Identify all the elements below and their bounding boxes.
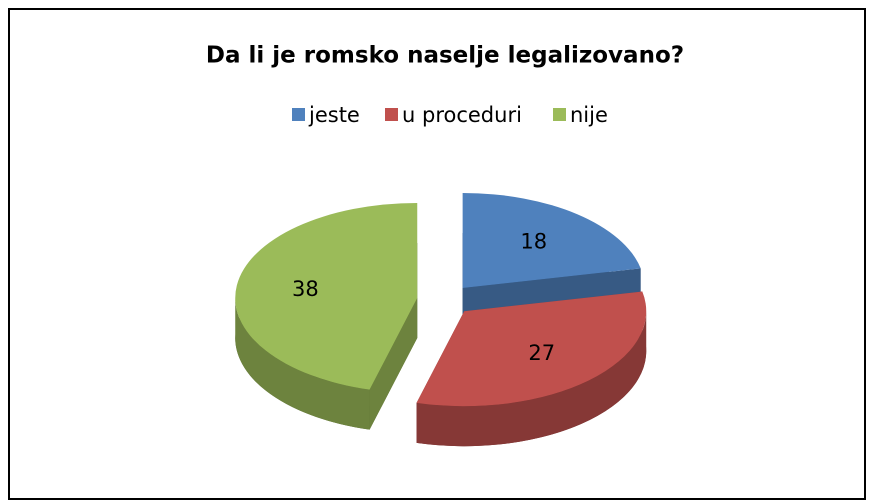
legend-swatch xyxy=(292,108,305,121)
chart-title: Da li je romsko naselje legalizovano? xyxy=(206,43,684,69)
slice-top xyxy=(462,193,641,289)
slice-wall xyxy=(369,297,418,430)
slice-top xyxy=(235,202,418,390)
legend-label: nije xyxy=(570,103,608,127)
slice xyxy=(416,291,647,447)
slice-side xyxy=(235,297,370,430)
data-label: 27 xyxy=(528,341,555,365)
legend-swatch xyxy=(553,108,566,121)
legend-label: jeste xyxy=(308,103,360,127)
slice-top xyxy=(416,291,647,407)
legend-swatch xyxy=(385,108,398,121)
legend: jeste u proceduri nije xyxy=(292,103,608,127)
pie: 18 38 27 xyxy=(235,193,647,447)
legend-label: u proceduri xyxy=(402,103,522,127)
slice-side xyxy=(416,311,647,447)
data-label: 38 xyxy=(292,277,319,301)
data-label: 18 xyxy=(520,229,547,253)
slice xyxy=(235,202,418,430)
